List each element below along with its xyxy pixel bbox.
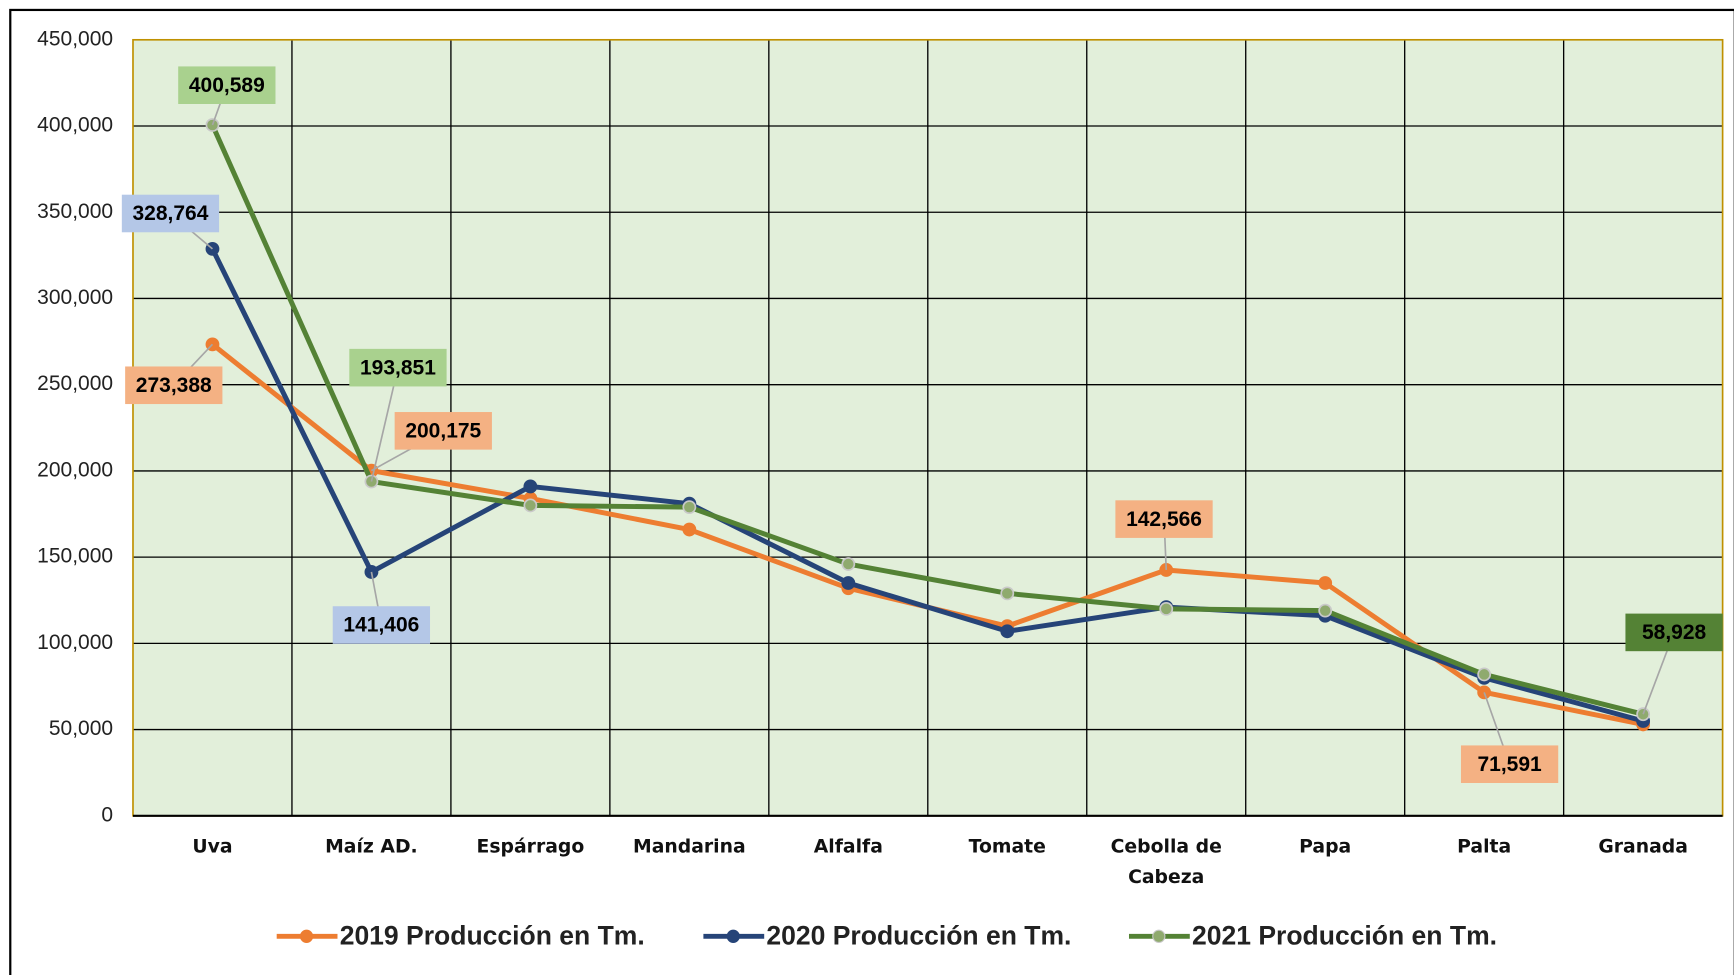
series-marker [1477,667,1492,682]
data-label-bg [332,606,431,644]
data-label: 193,851 [360,356,436,379]
legend-label: 2020 Producción en Tm. [766,920,1071,950]
series-marker [1159,601,1174,616]
y-tick-label: 450,000 [37,27,113,50]
data-label: 273,388 [136,374,212,397]
legend-marker [1152,929,1166,943]
series-marker [841,557,856,571]
y-tick-label: 0 [101,803,113,826]
legend-label: 2021 Producción en Tm. [1192,920,1497,950]
data-label: 400,589 [189,74,265,97]
y-tick-label: 50,000 [49,717,113,740]
series-marker [523,479,538,494]
series-marker [1000,586,1015,601]
series-marker [523,498,538,513]
x-tick-label: Uva [192,835,233,858]
x-tick-label: Mandarina [633,835,746,858]
x-tick-label: Alfalfa [813,835,883,858]
y-tick-label: 300,000 [37,286,113,309]
series-marker [1318,603,1333,618]
data-label: 71,591 [1477,753,1542,776]
x-tick-label-box: Palta [1457,835,1512,858]
x-tick-label-box: Papa [1299,835,1352,858]
y-tick-label: 350,000 [37,200,113,223]
y-tick-label: 100,000 [37,631,113,654]
x-tick-label-box: Maíz AD. [325,835,418,858]
y-tick-label: 250,000 [37,372,113,395]
data-label-bg [349,348,447,387]
y-tick-label: 400,000 [37,114,113,137]
x-tick-label-box: Mandarina [633,835,746,858]
x-tick-label: Palta [1457,835,1512,858]
x-tick-label-box: Tomate [968,835,1046,858]
data-label-bg [1115,500,1213,538]
x-tick-label: Maíz AD. [325,835,418,858]
series-marker [682,522,697,537]
series-marker [1000,624,1015,639]
data-label-bg [125,366,223,405]
y-tick-label: 200,000 [37,458,113,481]
data-label-bg [178,66,276,105]
data-label: 58,928 [1642,621,1707,644]
x-tick-label-box: Cebolla de Cabeza [1110,835,1222,889]
data-label-bg [1625,613,1723,652]
x-tick-label: Papa [1299,835,1352,858]
x-tick-label: Cebolla de Cabeza [1110,835,1222,889]
data-label-bg [121,194,220,233]
data-label: 328,764 [132,202,208,225]
y-tick-label: 150,000 [37,545,113,568]
x-tick-label: Tomate [968,835,1046,858]
series-marker [841,576,856,590]
series-marker [1318,576,1333,590]
data-label: 141,406 [343,614,419,637]
legend-marker [726,929,740,943]
data-label: 200,175 [405,419,481,442]
legend-label: 2019 Producción en Tm. [340,920,645,950]
x-tick-label-box: Espárrago [476,835,585,858]
x-tick-label: Granada [1598,835,1688,858]
data-label-bg [394,412,492,450]
series-marker [682,500,697,515]
x-tick-label-box: Alfalfa [813,835,883,858]
leader-line [370,367,399,482]
data-label: 142,566 [1126,508,1202,531]
legend-marker [299,929,314,943]
x-tick-label-box: Uva [192,835,233,858]
series-line [210,123,1644,717]
series-line [210,247,1644,724]
x-tick-label-box: Granada [1598,835,1688,858]
data-label-bg [1460,745,1559,784]
x-tick-label: Espárrago [476,835,585,858]
